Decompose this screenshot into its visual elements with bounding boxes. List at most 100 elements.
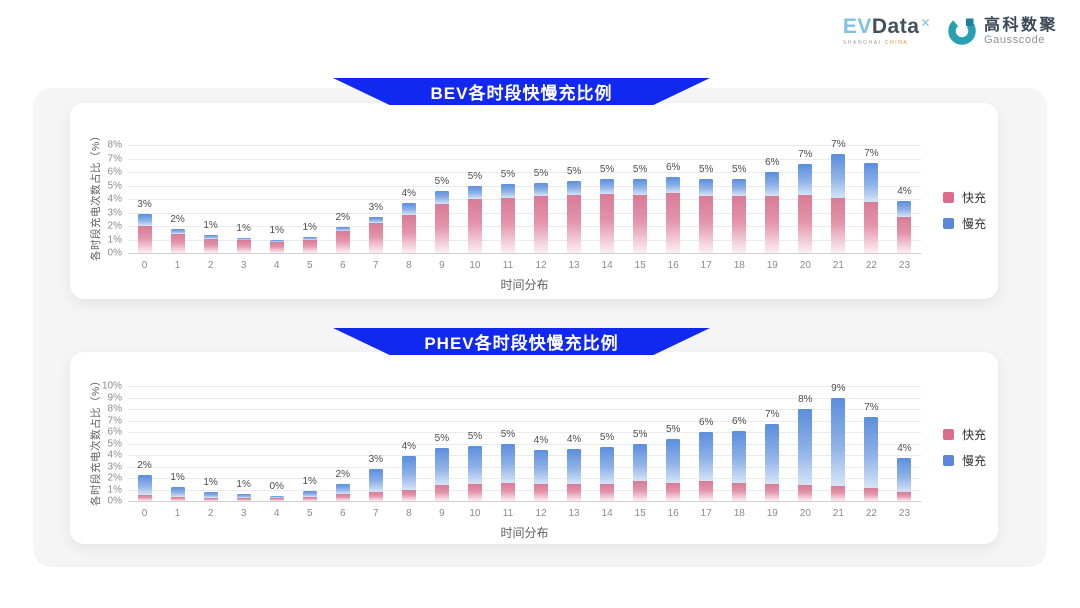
y-axis-tick: 6% <box>107 426 122 438</box>
bar-14-fast <box>600 483 615 501</box>
bar-4-slow <box>269 240 284 242</box>
bar-21-slow <box>831 397 846 487</box>
bar-value-label: 0% <box>269 480 284 492</box>
x-axis-tick: 17 <box>700 260 712 271</box>
y-axis-title: 各时段充电次数占比（%） <box>90 374 102 506</box>
bar-value-label: 3% <box>137 198 152 210</box>
plot-area <box>128 386 921 502</box>
bar-2-slow <box>203 491 218 498</box>
y-axis-tick: 5% <box>107 180 122 191</box>
x-axis-tick: 3 <box>240 508 247 519</box>
bar-11-fast <box>500 197 515 253</box>
evdata-subtext: SHANGHAI CHINA <box>842 40 909 46</box>
bev-chart-title: BEV各时段快慢充比例 <box>430 84 613 103</box>
y-axis-tick: 4% <box>107 193 122 205</box>
bar-22-slow <box>864 162 879 202</box>
bev-chart-title-banner: BEV各时段快慢充比例 <box>333 78 710 105</box>
x-axis-tick: 18 <box>733 260 745 271</box>
x-axis-tick: 14 <box>601 260 613 271</box>
bar-4-fast <box>269 498 284 501</box>
bar-22-fast <box>864 488 879 501</box>
legend-item-slow[interactable]: 慢充 <box>943 452 986 469</box>
bar-13-slow <box>567 449 582 484</box>
bar-16-fast <box>666 482 681 501</box>
bar-8-slow <box>401 456 416 490</box>
bar-16-slow <box>666 177 681 193</box>
bar-value-label: 5% <box>665 423 681 435</box>
bar-17-fast <box>699 481 714 501</box>
bar-8-slow <box>401 203 416 215</box>
x-axis-tick: 1 <box>174 260 181 271</box>
x-axis-tick: 8 <box>406 260 412 271</box>
legend-swatch-slow <box>943 455 954 466</box>
gridline <box>128 185 921 187</box>
bar-20-fast <box>798 484 813 501</box>
bar-15-fast <box>633 194 648 253</box>
y-axis-title: 各时段充电次数占比（%） <box>90 130 102 261</box>
y-axis-tick: 7% <box>107 415 122 426</box>
bar-12-slow <box>534 450 549 484</box>
x-axis-tick: 11 <box>502 508 514 519</box>
x-axis-tick: 4 <box>273 260 280 271</box>
bar-value-label: 4% <box>566 434 582 446</box>
legend-item-fast[interactable]: 快充 <box>943 426 986 443</box>
gausscode-name-en: Gausscode <box>983 33 1046 46</box>
bar-10-fast <box>467 483 482 501</box>
bar-value-label: 7% <box>765 408 780 420</box>
legend-item-fast[interactable]: 快充 <box>943 189 986 206</box>
legend-swatch-fast <box>943 429 954 440</box>
gausscode-name-cn: 高科数聚 <box>983 16 1058 34</box>
bar-17-slow <box>699 178 714 197</box>
bar-13-fast <box>567 194 582 253</box>
bar-21-fast <box>831 197 846 253</box>
legend: 快充慢充 <box>943 426 986 469</box>
x-axis-tick: 5 <box>306 508 313 519</box>
bar-2-fast <box>203 238 218 253</box>
gridline <box>128 145 921 146</box>
y-axis-tick: 2% <box>107 220 122 232</box>
y-axis-tick: 3% <box>107 207 122 218</box>
x-axis-tick: 12 <box>535 508 547 519</box>
bar-10-fast <box>467 199 482 253</box>
evdata-x-icon: ✕ <box>920 16 931 30</box>
bar-13-slow <box>567 181 582 195</box>
bar-value-label: 2% <box>170 213 185 225</box>
legend-item-slow[interactable]: 慢充 <box>943 215 986 232</box>
legend-label: 快充 <box>962 428 987 442</box>
bar-value-label: 5% <box>566 166 582 178</box>
bar-10-slow <box>467 445 482 484</box>
bar-value-label: 5% <box>434 175 450 187</box>
bar-1-fast <box>170 496 185 501</box>
bar-1-fast <box>170 234 185 253</box>
bar-3-slow <box>236 494 251 498</box>
bar-4-slow <box>269 495 284 499</box>
legend-swatch-fast <box>943 192 954 203</box>
x-axis-tick: 10 <box>469 508 481 519</box>
bar-value-label: 5% <box>732 163 747 175</box>
phev-chart-title-banner: PHEV各时段快慢充比例 <box>333 328 710 355</box>
bar-20-slow <box>798 163 813 195</box>
x-axis-tick: 8 <box>406 508 412 519</box>
gridline <box>128 226 921 227</box>
x-axis-tick: 3 <box>240 260 247 271</box>
bar-9-slow <box>434 448 449 485</box>
bar-8-fast <box>401 214 416 253</box>
bar-value-label: 5% <box>500 169 516 181</box>
bar-5-slow <box>302 491 317 497</box>
legend-label: 快充 <box>962 191 987 205</box>
bar-0-slow <box>137 475 152 496</box>
bar-6-fast <box>335 231 350 253</box>
x-axis-tick: 13 <box>568 508 580 519</box>
bar-7-slow <box>368 216 383 224</box>
x-axis-tick: 17 <box>700 508 712 519</box>
bar-19-fast <box>765 196 780 253</box>
bar-value-label: 5% <box>434 433 450 445</box>
x-axis-tick: 0 <box>141 508 148 519</box>
bar-value-label: 5% <box>467 170 483 182</box>
bar-23-fast <box>897 216 912 253</box>
gridline <box>128 432 921 433</box>
y-axis-tick: 8% <box>107 403 122 415</box>
bar-value-label: 4% <box>897 186 912 198</box>
bar-value-label: 7% <box>864 402 879 414</box>
bar-14-slow <box>600 446 615 484</box>
